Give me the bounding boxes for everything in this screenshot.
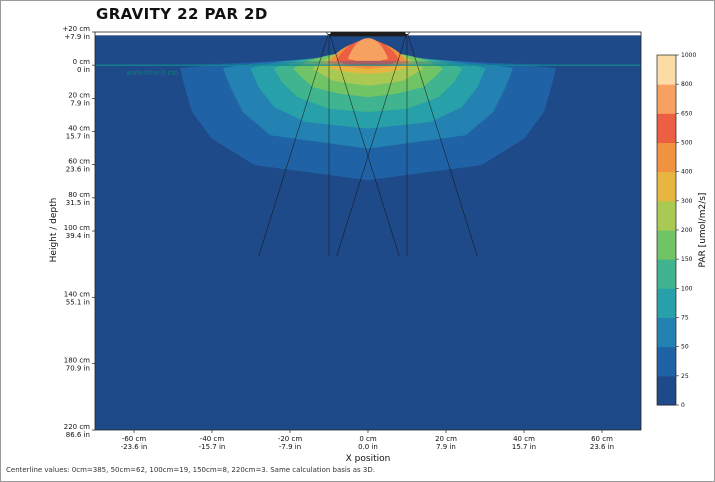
colorbar-swatch-75	[657, 288, 676, 318]
y-tick-label-in: 23.6 in	[66, 166, 90, 174]
x-tick-label-in: -15.7 in	[199, 443, 226, 451]
y-tick-label: +20 cm	[62, 25, 90, 33]
beam-line	[336, 32, 408, 256]
beam-line	[258, 32, 330, 256]
colorbar-tick-label: 100	[681, 285, 693, 292]
colorbar-swatch-50	[657, 317, 676, 348]
beam-line	[406, 32, 478, 256]
y-tick-label: 100 cm	[64, 224, 90, 232]
colorbar-tick-label: 25	[681, 373, 689, 380]
plot-area: waterline 0 cm	[95, 32, 641, 430]
colorbar-label: PAR [umol/m2/s]	[698, 193, 708, 268]
y-tick-label: 180 cm	[64, 357, 90, 365]
colorbar-tick-label: 500	[681, 140, 693, 147]
x-tick-label: -20 cm	[278, 435, 303, 443]
colorbar: 0 25 50 75 100 150 200 300 400 500 650 800 1000	[656, 52, 696, 409]
y-tick-label: 0 cm	[73, 58, 91, 66]
y-tick-label-in: 15.7 in	[66, 133, 90, 141]
colorbar-swatch-650	[657, 84, 676, 114]
colorbar-tick-label: 75	[681, 315, 689, 322]
contour-level-650	[348, 38, 388, 61]
y-tick-label-in: +7.9 in	[64, 33, 90, 41]
colorbar-swatch-100	[657, 259, 676, 289]
beam-line	[328, 32, 400, 256]
y-axis-label: Height / depth	[49, 198, 59, 263]
x-tick-label: -60 cm	[122, 435, 147, 443]
y-tick-label-in: 31.5 in	[66, 199, 90, 207]
x-tick-label-in: 23.6 in	[590, 443, 614, 451]
y-tick-label-in: 39.4 in	[66, 232, 90, 240]
colorbar-tick-label: 1000	[681, 52, 696, 59]
colorbar-swatch-200	[657, 200, 676, 231]
x-tick-label: 40 cm	[513, 435, 535, 443]
colorbar-swatch-0	[657, 375, 676, 406]
y-tick-label-in: 0 in	[77, 66, 90, 74]
x-tick-label: -40 cm	[200, 435, 225, 443]
colorbar-tick-label: 200	[681, 227, 693, 234]
y-tick-label: 220 cm	[64, 423, 90, 431]
colorbar-swatch-300	[657, 171, 676, 202]
y-tick-label: 140 cm	[64, 290, 90, 298]
chart-title: GRAVITY 22 PAR 2D	[96, 5, 268, 23]
x-tick-label-in: 7.9 in	[436, 443, 456, 451]
y-tick-label-in: 55.1 in	[66, 298, 90, 306]
x-axis-label: X position	[346, 454, 391, 464]
x-tick-label-in: 15.7 in	[512, 443, 536, 451]
colorbar-tick-label: 300	[681, 198, 693, 205]
colorbar-swatch-25	[657, 346, 676, 377]
axes: -60 cm-23.6 in -40 cm-15.7 in -20 cm-7.9 i…	[62, 25, 642, 451]
y-tick-label: 40 cm	[68, 125, 90, 133]
waterline-label: waterline 0 cm	[126, 69, 178, 77]
x-tick-label-in: -7.9 in	[279, 443, 301, 451]
x-tick-label: 0 cm	[359, 435, 377, 443]
fixture-bar	[329, 32, 407, 37]
colorbar-swatch-500	[657, 113, 676, 143]
colorbar-tick-label: 800	[681, 81, 693, 88]
colorbar-tick-label: 50	[681, 344, 689, 351]
y-tick-label: 20 cm	[68, 91, 90, 99]
colorbar-tick-label: 150	[681, 256, 693, 263]
y-tick-label: 80 cm	[68, 191, 90, 199]
y-tick-label-in: 7.9 in	[70, 99, 90, 107]
surface-spread	[173, 61, 563, 66]
y-tick-label: 60 cm	[68, 158, 90, 166]
x-tick-label: 20 cm	[435, 435, 457, 443]
colorbar-swatch-400	[657, 142, 676, 173]
colorbar-tick-label: 0	[681, 402, 685, 409]
x-tick-label-in: -23.6 in	[121, 443, 148, 451]
colorbar-swatch-150	[657, 230, 676, 260]
y-tick-label-in: 86.6 in	[66, 431, 90, 439]
x-tick-label-in: 0.0 in	[358, 443, 378, 451]
colorbar-tick-label: 650	[681, 110, 693, 117]
x-tick-label: 60 cm	[591, 435, 613, 443]
y-tick-label-in: 70.9 in	[66, 365, 90, 373]
colorbar-tick-label: 400	[681, 169, 693, 176]
colorbar-swatch-800	[657, 55, 676, 85]
centerline-footer-note: Centerline values: 0cm=385, 50cm=62, 100…	[6, 466, 375, 474]
